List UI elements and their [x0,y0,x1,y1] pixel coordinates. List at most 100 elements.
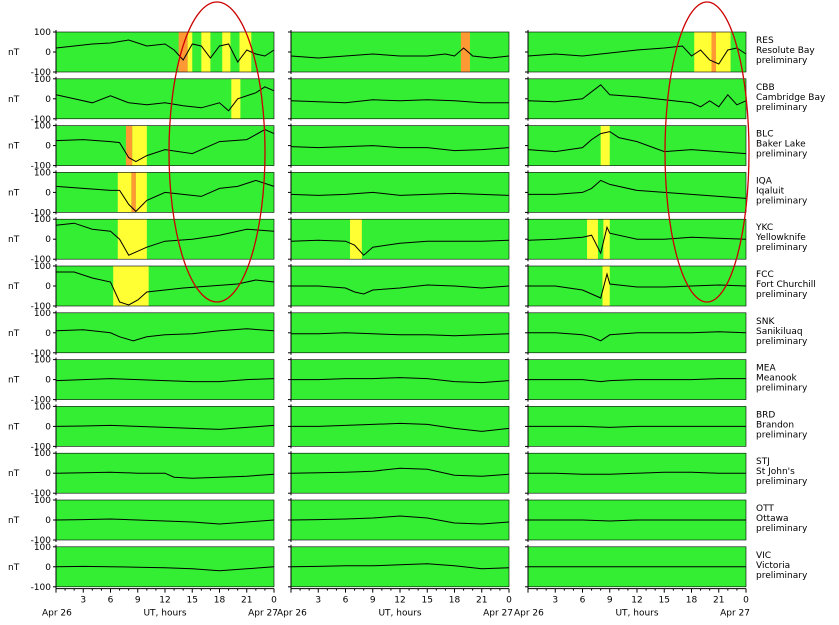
y-tick-label: 100 [34,168,51,178]
activity-bar-active [603,219,610,260]
trace-snk [291,332,510,337]
date-start-label: Apr 26 [42,609,72,619]
x-tick-label: 9 [370,596,376,606]
unit-label: nT [8,95,20,105]
station-status: preliminary [756,571,808,581]
station-code: BLC [756,130,773,140]
quiet-band [291,546,509,587]
x-tick-label: 3 [80,596,86,606]
station-status: preliminary [756,430,808,440]
quiet-band [56,32,274,72]
y-tick-label: -100 [31,162,52,172]
trace-fcc [291,284,510,295]
plot-fcc-3 [525,264,747,308]
unit-label: nT [8,282,20,292]
station-code: CBB [756,83,775,93]
activity-bar-active [132,125,147,166]
y-tick-label: 100 [34,309,51,319]
x-tick-label: 6 [580,596,586,606]
time-axis-2: 3 6 9 12 15 18 21 0 UT, hours Apr 26 Apr 27 [277,588,513,619]
unit-label: nT [8,188,20,198]
trace-fcc [56,271,275,306]
activity-bar-active [602,266,610,306]
plot-fcc-1: 100 0 -100 nT [8,262,275,312]
trace-ykc [290,239,510,256]
trace-stj [55,471,275,479]
activity-bar-intense [460,32,470,72]
plot-blc-3 [525,123,747,168]
panel-column-3 [525,30,747,589]
station-name: Baker Lake [756,140,806,150]
y-tick-label: 100 [34,356,51,366]
station-name: Fort Churchill [756,280,816,290]
y-tick-label: 0 [45,142,51,152]
unit-label: nT [8,329,20,339]
y-tick-label: 100 [34,215,51,225]
quiet-band [291,266,509,306]
quiet-band [291,453,509,494]
y-tick-label: 0 [45,282,51,292]
trace-blc [527,131,747,155]
x-tick-label: 9 [607,596,613,606]
trace-res [290,47,510,59]
activity-bar-intense [178,32,188,72]
station-status: preliminary [756,150,808,160]
x-tick-label: 12 [631,596,642,606]
station-name: Brandon [756,420,794,430]
x-axis-title: UT, hours [378,609,421,619]
y-tick-label: -100 [31,442,52,452]
plot-snk-3 [525,310,747,355]
plot-stj-1: 100 0 -100 nT [8,449,275,499]
x-tick-label: 18 [686,596,698,606]
plot-blc-1: 100 0 -100 nT [8,122,275,172]
station-name: Meanook [756,374,798,384]
y-tick-label: 100 [34,496,51,506]
activity-bar-active [117,172,132,213]
quiet-band [291,125,509,166]
plot-brd-1: 100 0 -100 nT [8,402,275,452]
activity-bar-active [222,32,231,72]
x-tick-label: 0 [743,596,749,606]
station-code: VIC [756,551,771,561]
x-tick-label: 3 [315,596,321,606]
date-start-label: Apr 26 [277,609,307,619]
x-tick-label: 21 [713,596,724,606]
trace-brd [528,425,746,428]
plot-res-1: 100 0 -100 nT [8,28,275,78]
unit-label: nT [8,142,20,152]
trace-brd [291,422,510,432]
quiet-band [291,219,509,260]
y-tick-label: 0 [45,235,51,245]
activity-bar-active [187,32,193,72]
quiet-band [56,406,274,447]
activity-bar-active [113,266,149,306]
trace-mea [291,377,510,384]
trace-brd [55,424,275,430]
station-status: preliminary [756,337,808,347]
plot-ott-3 [525,498,747,542]
trace-res [527,45,747,65]
y-tick-label: 0 [45,188,51,198]
plot-cbb-3 [525,76,747,121]
station-code: OTT [756,504,774,514]
x-tick-label: 0 [506,596,512,606]
y-tick-label: 0 [45,376,51,386]
quiet-band [56,266,274,306]
trace-cbb [290,99,509,104]
x-axis-title: UT, hours [143,609,186,619]
y-tick-label: 100 [34,449,51,459]
station-code: YKC [755,223,773,233]
station-name: Resolute Bay [756,46,815,56]
activity-bar-active [350,219,362,260]
y-tick-label: -100 [31,396,52,406]
station-name: Cambridge Bay [756,93,826,103]
y-tick-label: 0 [45,563,51,573]
activity-bar-intense [131,172,136,213]
x-tick-label: 21 [241,596,252,606]
plot-cbb-2 [288,76,510,121]
unit-label: nT [8,48,20,58]
